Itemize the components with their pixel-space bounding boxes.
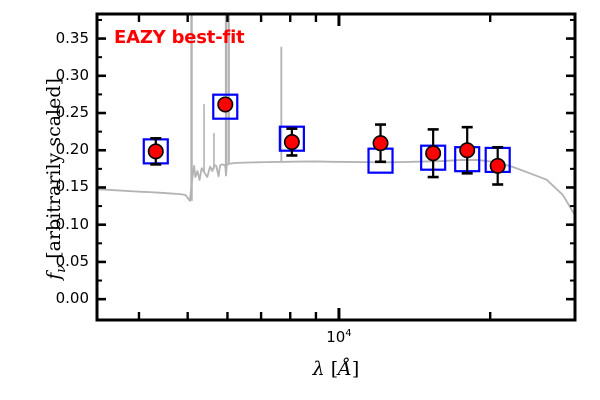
observed-photometry-point: [372, 135, 389, 152]
y-tick-label: 0.00: [55, 289, 89, 308]
y-tick-label: 0.05: [55, 251, 89, 270]
axes-frame: [95, 12, 577, 322]
observed-photometry-point: [147, 143, 164, 160]
y-tick-label: 0.25: [55, 103, 89, 122]
template-spectrum-line: [97, 159, 575, 217]
y-tick-label: 0.20: [55, 140, 89, 159]
x-tick-label: 104: [326, 328, 352, 346]
y-tick-label: 0.15: [55, 177, 89, 196]
y-tick-label: 0.30: [55, 65, 89, 84]
eazy-best-fit-annotation: EAZY best-fit: [114, 27, 245, 48]
model-photometry-square: [212, 93, 239, 120]
y-tick-label: 0.10: [55, 214, 89, 233]
observed-photometry-point: [459, 142, 476, 159]
observed-photometry-point: [217, 96, 234, 113]
observed-photometry-point: [425, 145, 442, 162]
observed-photometry-point: [283, 134, 300, 151]
observed-photometry-point: [489, 157, 506, 174]
x-axis-label: λ [Å]: [312, 358, 360, 380]
y-tick-label: 0.35: [55, 28, 89, 47]
